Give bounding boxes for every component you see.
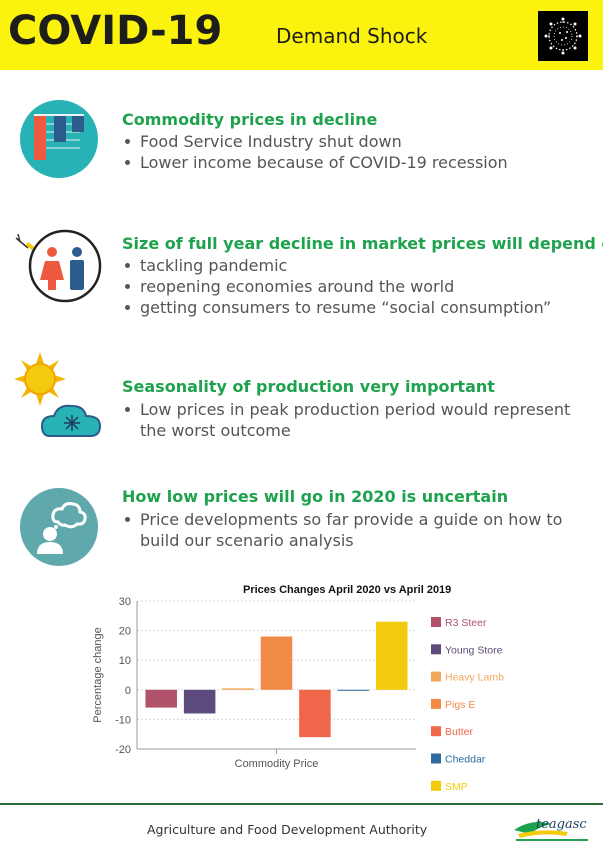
list-item-continuation: build our scenario analysis <box>140 531 354 550</box>
list-item: reopening economies around the world <box>122 276 551 297</box>
footer-text: Agriculture and Food Development Authori… <box>147 822 428 837</box>
legend-label: Pigs E <box>445 699 475 711</box>
y-tick-label: 0 <box>125 685 131 697</box>
legend-swatch <box>431 780 441 791</box>
legend-label: R3 Steer <box>445 617 487 629</box>
legend-label: Young Store <box>445 644 503 656</box>
legend-label: Cheddar <box>445 754 486 766</box>
chart-title: Prices Changes April 2020 vs April 2019 <box>243 584 452 596</box>
list-item: tackling pandemic <box>122 255 551 276</box>
legend-label: SMP <box>445 781 468 793</box>
bullet-list: Food Service Industry shut down Lower in… <box>122 131 508 173</box>
bar-butter <box>299 689 331 738</box>
list-item: getting consumers to resume “social cons… <box>122 297 551 318</box>
teagasc-logo-icon: teagasc <box>512 812 592 844</box>
y-tick-label: -20 <box>115 744 131 756</box>
legend-swatch <box>431 698 441 709</box>
bar-pigs-e <box>260 636 293 690</box>
bar-young-store <box>183 689 216 714</box>
logo-text: teagasc <box>536 817 587 832</box>
list-item: Price developments so far provide a guid… <box>122 509 562 530</box>
y-tick-label: 20 <box>119 626 131 638</box>
section-title: Commodity prices in decline <box>122 110 378 129</box>
y-tick-label: 30 <box>119 596 131 608</box>
sun-cloud-icon <box>14 352 106 447</box>
y-tick-label: 10 <box>119 655 131 667</box>
section-title: How low prices will go in 2020 is uncert… <box>122 487 509 506</box>
legend-label: Heavy Lamb <box>445 672 504 684</box>
bullet-list: tackling pandemic reopening economies ar… <box>122 255 551 318</box>
bar-cheddar <box>337 689 370 691</box>
list-item: Low prices in peak production period wou… <box>122 399 570 420</box>
bar-r3-steer <box>145 689 177 708</box>
bar-heavy-lamb <box>222 688 254 690</box>
bullet-list: Price developments so far provide a guid… <box>122 509 562 551</box>
list-item: Food Service Industry shut down <box>122 131 508 152</box>
virus-logo-icon <box>538 11 588 61</box>
bar-chart-icon <box>20 100 98 183</box>
legend-swatch <box>431 671 441 682</box>
y-axis-label: Percentage change <box>92 627 104 722</box>
legend-swatch <box>431 617 441 627</box>
thinking-person-icon <box>20 488 98 571</box>
legend-swatch <box>431 644 441 655</box>
list-item-continuation: the worst outcome <box>140 421 291 440</box>
legend-swatch <box>431 753 441 764</box>
legend-swatch <box>431 726 441 737</box>
section-title: Seasonality of production very important <box>122 377 495 396</box>
people-icon <box>14 228 102 309</box>
header-banner: COVID-19 Demand Shock <box>0 0 603 70</box>
page-title: COVID-19 <box>8 8 223 54</box>
bar-smp <box>376 621 408 690</box>
page-subtitle: Demand Shock <box>276 24 428 48</box>
price-change-chart: 30 20 10 0 -10 -20 Percentage change Commodity … <box>92 596 504 793</box>
y-tick-label: -10 <box>115 714 131 726</box>
footer-divider <box>0 803 603 805</box>
bullet-list: Low prices in peak production period wou… <box>122 399 570 441</box>
list-item: Lower income because of COVID-19 recessi… <box>122 152 508 173</box>
section-title: Size of full year decline in market pric… <box>122 234 603 253</box>
x-axis-label: Commodity Price <box>235 758 319 770</box>
legend-label: Butter <box>445 726 474 738</box>
